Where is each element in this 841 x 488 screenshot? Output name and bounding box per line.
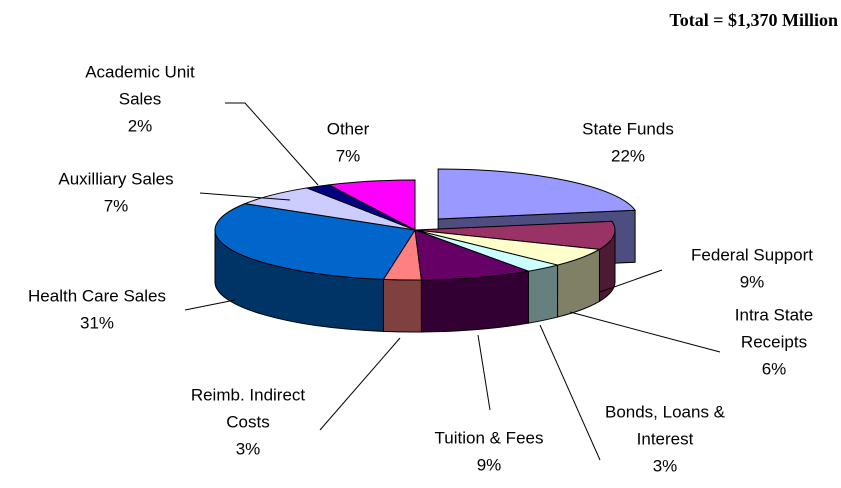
slice-value-label: 31% [80,313,114,332]
slice-value-label: 9% [740,272,765,291]
slice-value-label: 7% [104,196,129,215]
slice-value-label: 2% [128,116,153,135]
slice-label: Tuition & Fees [435,428,544,447]
leader-line [599,269,663,293]
leader-line [319,337,401,431]
slice-label: Receipts [741,332,807,351]
slice-value-label: 3% [236,439,261,458]
slice-label: Costs [226,412,269,431]
leader-line [225,102,319,186]
leader-line [477,334,491,411]
leader-line [539,324,601,461]
slice [414,220,616,250]
slice-label: Sales [119,89,162,108]
slice-value-label: 6% [762,359,787,378]
slice-label: Intra State [735,305,813,324]
slice-value-label: 22% [611,146,645,165]
slice-side [382,278,422,333]
slice-label: Auxilliary Sales [58,169,173,188]
slice-value-label: 7% [336,146,361,165]
slice-label: Federal Support [691,245,813,264]
slice-label: Reimb. Indirect [191,385,306,404]
slice-label: State Funds [582,119,674,138]
leader-line [199,192,291,201]
slice-label: Academic Unit [85,62,195,81]
leader-line [569,311,721,353]
slice-side [527,264,559,324]
slice-side [420,270,529,333]
slice-value-label: 9% [477,455,502,474]
slice-label: Other [327,119,370,138]
slice [437,168,637,220]
slice-label: Health Care Sales [28,286,166,305]
slice-value-label: 3% [653,456,678,475]
leader-line [184,299,236,311]
slice-tops [214,168,637,281]
slice [327,179,416,231]
slice-label: Interest [637,429,694,448]
slice [414,229,531,281]
slice-label: Bonds, Loans & [605,402,726,421]
chart-title: Total = $1,370 Million [669,10,838,30]
